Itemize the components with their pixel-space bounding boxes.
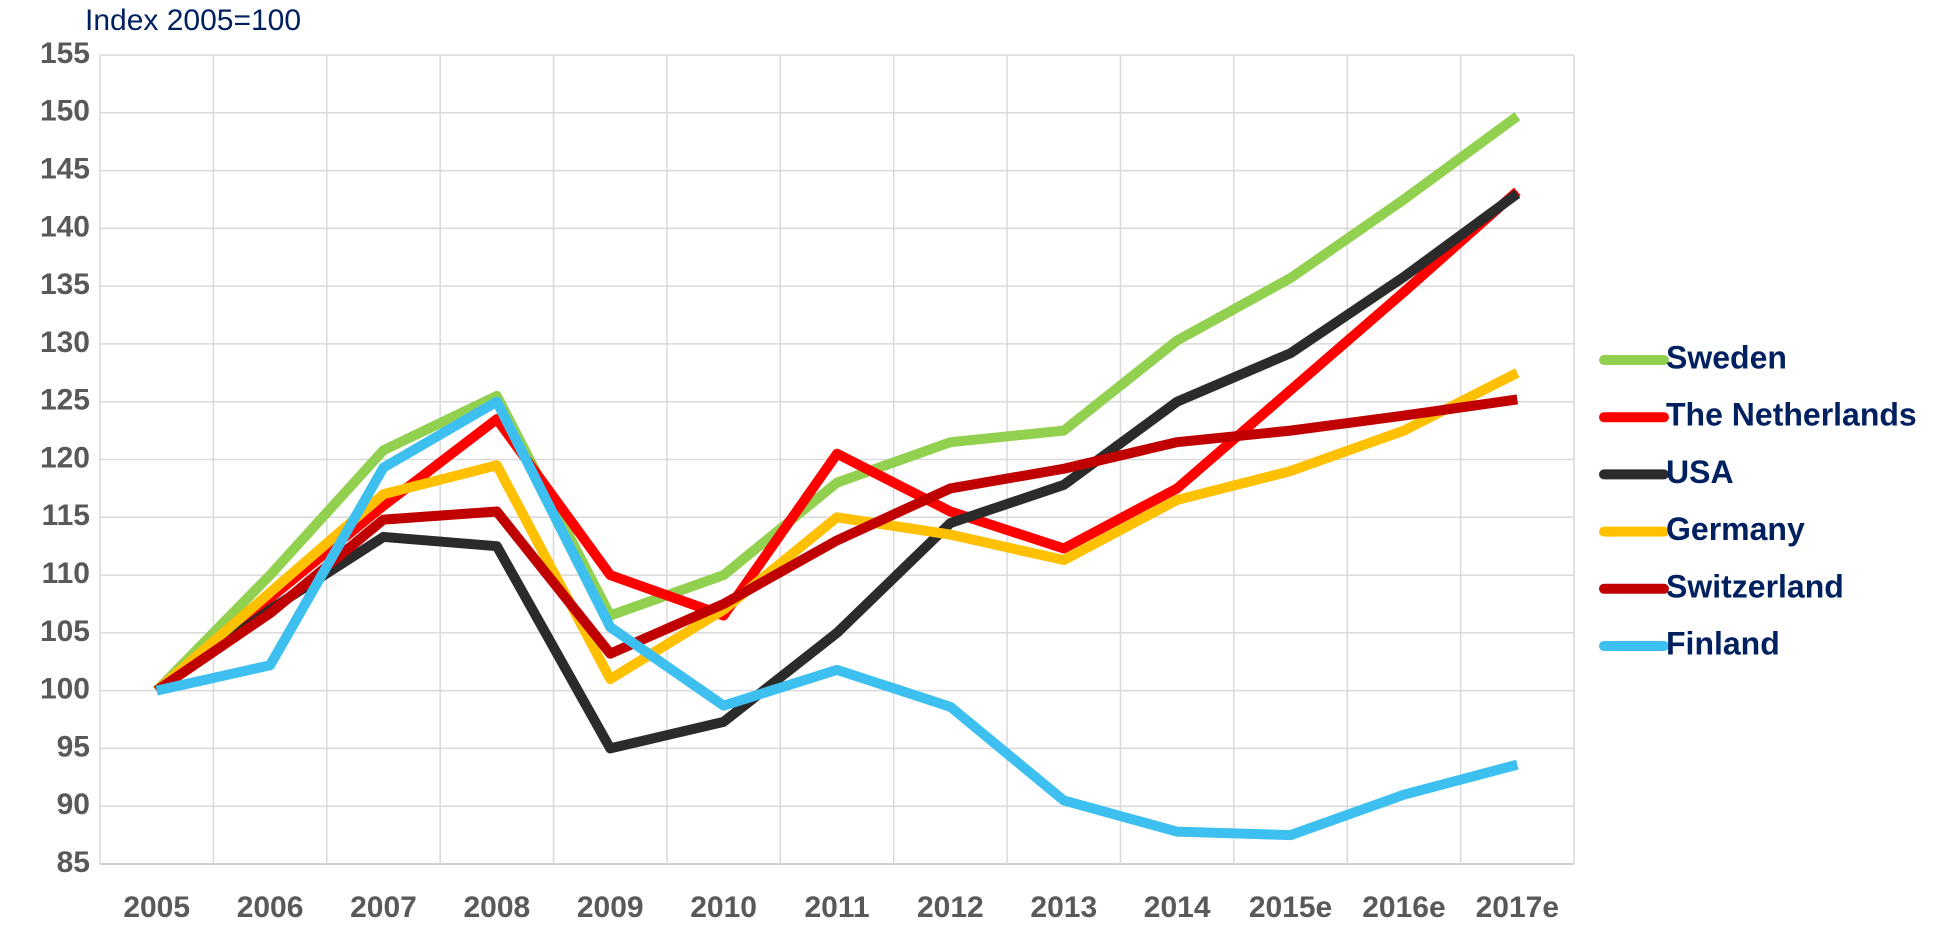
series-line (153, 187, 1521, 695)
y-tick-label: 105 (40, 615, 90, 648)
y-tick-label: 90 (57, 788, 90, 821)
y-tick-label: 130 (40, 326, 90, 359)
x-tick-label: 2006 (237, 891, 304, 924)
legend-label: The Netherlands (1666, 397, 1917, 433)
series-line (153, 368, 1520, 695)
x-tick-label: 2008 (463, 891, 530, 924)
x-tick-label: 2010 (690, 891, 757, 924)
series-line (153, 189, 1521, 754)
x-tick-label: 2013 (1030, 891, 1097, 924)
x-tick-label: 2014 (1144, 891, 1211, 924)
y-tick-label: 115 (42, 499, 90, 532)
y-tick-label: 140 (40, 210, 90, 243)
x-tick-label: 2017e (1476, 891, 1559, 924)
x-tick-label: 2015e (1249, 891, 1332, 924)
y-tick-label: 145 (40, 152, 90, 185)
legend-label: Switzerland (1666, 568, 1844, 604)
legend-label: Finland (1666, 625, 1780, 661)
legend-label: Sweden (1666, 339, 1787, 375)
x-tick-label: 2016e (1362, 891, 1445, 924)
x-tick-label: 2007 (350, 891, 417, 924)
y-tick-label: 155 (40, 37, 90, 70)
y-tick-label: 150 (40, 95, 90, 128)
x-tick-label: 2005 (123, 891, 190, 924)
series-line (153, 394, 1519, 695)
legend-label: Germany (1666, 511, 1805, 547)
y-tick-label: 95 (57, 730, 90, 763)
y-tick-label: 120 (40, 441, 90, 474)
legend-label: USA (1666, 454, 1734, 490)
series-line (153, 112, 1521, 695)
series-line (155, 396, 1519, 841)
x-tick-label: 2011 (804, 891, 869, 924)
y-tick-label: 85 (57, 846, 90, 879)
y-tick-label: 110 (42, 557, 90, 590)
y-tick-label: 100 (40, 673, 90, 706)
chart-title: Index 2005=100 (85, 4, 301, 37)
x-tick-label: 2009 (577, 891, 644, 924)
y-tick-label: 135 (40, 268, 90, 301)
y-tick-label: 125 (40, 384, 90, 417)
x-tick-label: 2012 (917, 891, 984, 924)
